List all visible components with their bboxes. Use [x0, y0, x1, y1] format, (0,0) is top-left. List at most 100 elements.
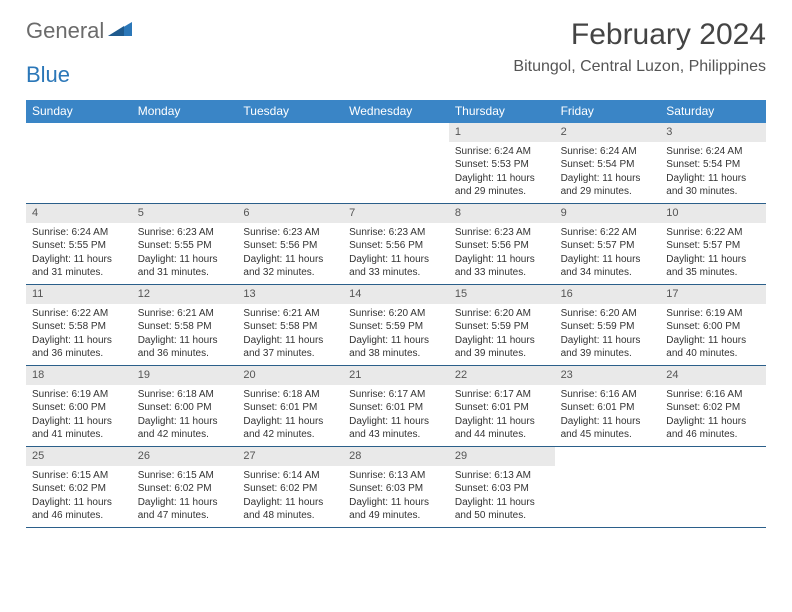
- sunset-text: Sunset: 6:01 PM: [349, 401, 443, 415]
- sunset-text: Sunset: 5:58 PM: [32, 320, 126, 334]
- day-body: Sunrise: 6:19 AMSunset: 6:00 PMDaylight:…: [660, 304, 766, 365]
- sunrise-text: Sunrise: 6:21 AM: [243, 307, 337, 321]
- daylight-text: Daylight: 11 hours and 42 minutes.: [243, 415, 337, 442]
- day-cell: 5Sunrise: 6:23 AMSunset: 5:55 PMDaylight…: [132, 204, 238, 284]
- day-number: 21: [343, 366, 449, 385]
- day-cell: 15Sunrise: 6:20 AMSunset: 5:59 PMDayligh…: [449, 285, 555, 365]
- sunrise-text: Sunrise: 6:23 AM: [243, 226, 337, 240]
- day-body: Sunrise: 6:22 AMSunset: 5:57 PMDaylight:…: [555, 223, 661, 284]
- sunset-text: Sunset: 5:54 PM: [666, 158, 760, 172]
- week-row: 4Sunrise: 6:24 AMSunset: 5:55 PMDaylight…: [26, 204, 766, 285]
- day-number: 2: [555, 123, 661, 142]
- day-body: Sunrise: 6:20 AMSunset: 5:59 PMDaylight:…: [555, 304, 661, 365]
- day-body: Sunrise: 6:23 AMSunset: 5:56 PMDaylight:…: [449, 223, 555, 284]
- sunset-text: Sunset: 5:59 PM: [455, 320, 549, 334]
- day-number: 25: [26, 447, 132, 466]
- logo-word1: General: [26, 18, 104, 44]
- day-body: Sunrise: 6:18 AMSunset: 6:01 PMDaylight:…: [237, 385, 343, 446]
- day-body: Sunrise: 6:23 AMSunset: 5:55 PMDaylight:…: [132, 223, 238, 284]
- daylight-text: Daylight: 11 hours and 36 minutes.: [138, 334, 232, 361]
- daylight-text: Daylight: 11 hours and 38 minutes.: [349, 334, 443, 361]
- day-number: 23: [555, 366, 661, 385]
- day-number: 18: [26, 366, 132, 385]
- sunset-text: Sunset: 5:59 PM: [561, 320, 655, 334]
- day-number: 10: [660, 204, 766, 223]
- day-header-tue: Tuesday: [237, 100, 343, 123]
- sunrise-text: Sunrise: 6:23 AM: [455, 226, 549, 240]
- daylight-text: Daylight: 11 hours and 33 minutes.: [455, 253, 549, 280]
- day-number: [26, 123, 132, 142]
- sunrise-text: Sunrise: 6:20 AM: [455, 307, 549, 321]
- sunrise-text: Sunrise: 6:17 AM: [455, 388, 549, 402]
- day-body: Sunrise: 6:13 AMSunset: 6:03 PMDaylight:…: [343, 466, 449, 527]
- day-cell: 7Sunrise: 6:23 AMSunset: 5:56 PMDaylight…: [343, 204, 449, 284]
- daylight-text: Daylight: 11 hours and 40 minutes.: [666, 334, 760, 361]
- sunrise-text: Sunrise: 6:24 AM: [666, 145, 760, 159]
- day-body: Sunrise: 6:16 AMSunset: 6:01 PMDaylight:…: [555, 385, 661, 446]
- day-number: 15: [449, 285, 555, 304]
- day-body: Sunrise: 6:23 AMSunset: 5:56 PMDaylight:…: [343, 223, 449, 284]
- sunset-text: Sunset: 6:02 PM: [243, 482, 337, 496]
- day-cell: 25Sunrise: 6:15 AMSunset: 6:02 PMDayligh…: [26, 447, 132, 527]
- day-body: Sunrise: 6:24 AMSunset: 5:53 PMDaylight:…: [449, 142, 555, 203]
- daylight-text: Daylight: 11 hours and 29 minutes.: [455, 172, 549, 199]
- sunrise-text: Sunrise: 6:23 AM: [349, 226, 443, 240]
- week-row: 18Sunrise: 6:19 AMSunset: 6:00 PMDayligh…: [26, 366, 766, 447]
- day-number: [132, 123, 238, 142]
- day-number: [237, 123, 343, 142]
- day-cell: 28Sunrise: 6:13 AMSunset: 6:03 PMDayligh…: [343, 447, 449, 527]
- day-body: Sunrise: 6:14 AMSunset: 6:02 PMDaylight:…: [237, 466, 343, 527]
- daylight-text: Daylight: 11 hours and 39 minutes.: [561, 334, 655, 361]
- daylight-text: Daylight: 11 hours and 36 minutes.: [32, 334, 126, 361]
- week-row: 1Sunrise: 6:24 AMSunset: 5:53 PMDaylight…: [26, 123, 766, 204]
- logo-word2: Blue: [26, 62, 70, 87]
- day-cell: [343, 123, 449, 203]
- daylight-text: Daylight: 11 hours and 49 minutes.: [349, 496, 443, 523]
- sunset-text: Sunset: 5:55 PM: [138, 239, 232, 253]
- day-number: 12: [132, 285, 238, 304]
- month-title: February 2024: [513, 18, 766, 52]
- sunset-text: Sunset: 5:53 PM: [455, 158, 549, 172]
- day-number: 3: [660, 123, 766, 142]
- day-body: Sunrise: 6:16 AMSunset: 6:02 PMDaylight:…: [660, 385, 766, 446]
- weeks-container: 1Sunrise: 6:24 AMSunset: 5:53 PMDaylight…: [26, 123, 766, 528]
- day-number: 16: [555, 285, 661, 304]
- logo-triangle-icon: [108, 20, 134, 43]
- day-cell: 6Sunrise: 6:23 AMSunset: 5:56 PMDaylight…: [237, 204, 343, 284]
- daylight-text: Daylight: 11 hours and 37 minutes.: [243, 334, 337, 361]
- day-header-sun: Sunday: [26, 100, 132, 123]
- day-cell: 20Sunrise: 6:18 AMSunset: 6:01 PMDayligh…: [237, 366, 343, 446]
- day-cell: 21Sunrise: 6:17 AMSunset: 6:01 PMDayligh…: [343, 366, 449, 446]
- day-cell: 2Sunrise: 6:24 AMSunset: 5:54 PMDaylight…: [555, 123, 661, 203]
- sunset-text: Sunset: 6:02 PM: [138, 482, 232, 496]
- day-cell: 24Sunrise: 6:16 AMSunset: 6:02 PMDayligh…: [660, 366, 766, 446]
- day-body: Sunrise: 6:24 AMSunset: 5:54 PMDaylight:…: [555, 142, 661, 203]
- sunset-text: Sunset: 5:56 PM: [243, 239, 337, 253]
- day-header-wed: Wednesday: [343, 100, 449, 123]
- sunrise-text: Sunrise: 6:22 AM: [561, 226, 655, 240]
- logo: General: [26, 18, 136, 44]
- day-cell: 22Sunrise: 6:17 AMSunset: 6:01 PMDayligh…: [449, 366, 555, 446]
- day-header-sat: Saturday: [660, 100, 766, 123]
- day-cell: 3Sunrise: 6:24 AMSunset: 5:54 PMDaylight…: [660, 123, 766, 203]
- daylight-text: Daylight: 11 hours and 34 minutes.: [561, 253, 655, 280]
- day-headers-row: Sunday Monday Tuesday Wednesday Thursday…: [26, 100, 766, 123]
- sunrise-text: Sunrise: 6:13 AM: [455, 469, 549, 483]
- sunrise-text: Sunrise: 6:22 AM: [32, 307, 126, 321]
- sunrise-text: Sunrise: 6:19 AM: [32, 388, 126, 402]
- sunrise-text: Sunrise: 6:24 AM: [455, 145, 549, 159]
- day-number: [555, 447, 661, 466]
- sunrise-text: Sunrise: 6:15 AM: [32, 469, 126, 483]
- day-body: Sunrise: 6:20 AMSunset: 5:59 PMDaylight:…: [343, 304, 449, 365]
- daylight-text: Daylight: 11 hours and 45 minutes.: [561, 415, 655, 442]
- daylight-text: Daylight: 11 hours and 43 minutes.: [349, 415, 443, 442]
- day-number: 9: [555, 204, 661, 223]
- day-number: 22: [449, 366, 555, 385]
- day-body: Sunrise: 6:18 AMSunset: 6:00 PMDaylight:…: [132, 385, 238, 446]
- sunrise-text: Sunrise: 6:13 AM: [349, 469, 443, 483]
- sunset-text: Sunset: 5:58 PM: [138, 320, 232, 334]
- day-number: 7: [343, 204, 449, 223]
- sunrise-text: Sunrise: 6:18 AM: [138, 388, 232, 402]
- day-header-thu: Thursday: [449, 100, 555, 123]
- day-cell: 16Sunrise: 6:20 AMSunset: 5:59 PMDayligh…: [555, 285, 661, 365]
